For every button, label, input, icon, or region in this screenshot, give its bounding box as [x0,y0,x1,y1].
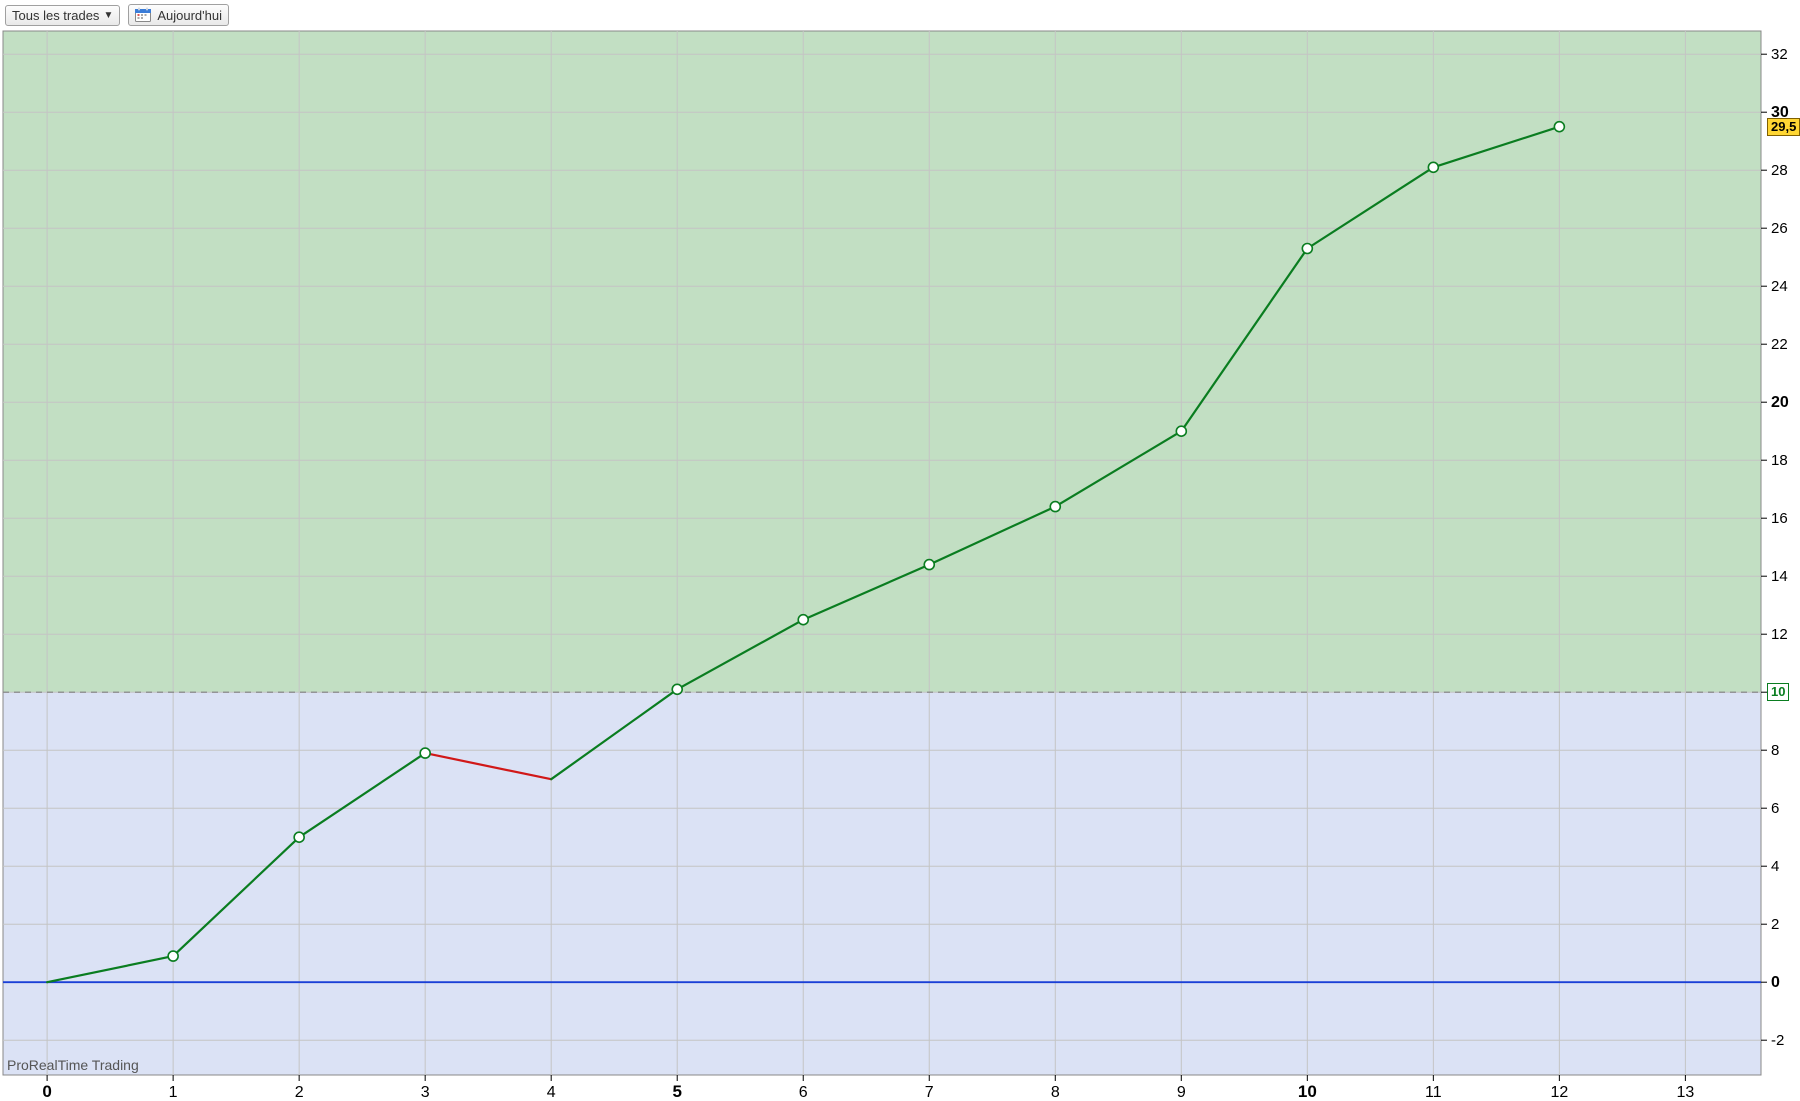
y-tick-label: 22 [1771,336,1788,353]
x-tick-label: 10 [1298,1082,1317,1101]
x-tick-label: 3 [421,1084,430,1101]
y-tick-label: 12 [1771,626,1788,643]
y-tick-label: 26 [1771,220,1788,237]
split-value-flag: 10 [1767,683,1789,701]
y-tick-label: 18 [1771,452,1788,469]
x-tick-label: 13 [1676,1084,1694,1101]
chevron-down-icon: ▼ [103,10,113,21]
x-tick-label: 8 [1051,1084,1060,1101]
x-tick-label: 0 [42,1082,51,1101]
x-tick-label: 11 [1425,1084,1442,1101]
y-tick-label: 16 [1771,510,1788,527]
x-tick-label: 4 [547,1084,556,1101]
x-tick-label: 6 [799,1084,808,1101]
x-tick-label: 7 [925,1084,934,1101]
y-tick-label: 24 [1771,278,1788,295]
date-picker-label: Aujourd'hui [157,8,222,23]
trades-filter-dropdown[interactable]: Tous les trades ▼ [5,5,120,26]
date-picker-button[interactable]: Aujourd'hui [128,4,229,26]
x-tick-label: 5 [672,1082,681,1101]
x-tick-label: 9 [1177,1084,1186,1101]
trades-filter-label: Tous les trades [12,8,99,23]
y-tick-label: 20 [1771,394,1789,411]
x-tick-label: 12 [1550,1084,1568,1101]
toolbar: Tous les trades ▼ Aujourd'hui [5,4,229,26]
y-tick-label: 2 [1771,916,1779,933]
y-tick-label: 8 [1771,742,1779,759]
x-tick-label: 1 [169,1084,178,1101]
current-value-flag: 29,5 [1767,118,1800,136]
y-tick-label: 6 [1771,800,1779,817]
x-tick-label: 2 [295,1084,304,1101]
calendar-icon [135,7,151,23]
equity-chart[interactable]: 012345678910111213-202468101214161820222… [0,28,1800,1101]
watermark: ProRealTime Trading [7,1057,139,1073]
y-tick-label: 14 [1771,568,1788,585]
y-tick-label: 4 [1771,858,1779,875]
y-tick-label: 32 [1771,46,1788,63]
y-tick-label: -2 [1771,1032,1784,1049]
y-tick-label: 0 [1771,974,1780,991]
y-tick-label: 28 [1771,162,1788,179]
